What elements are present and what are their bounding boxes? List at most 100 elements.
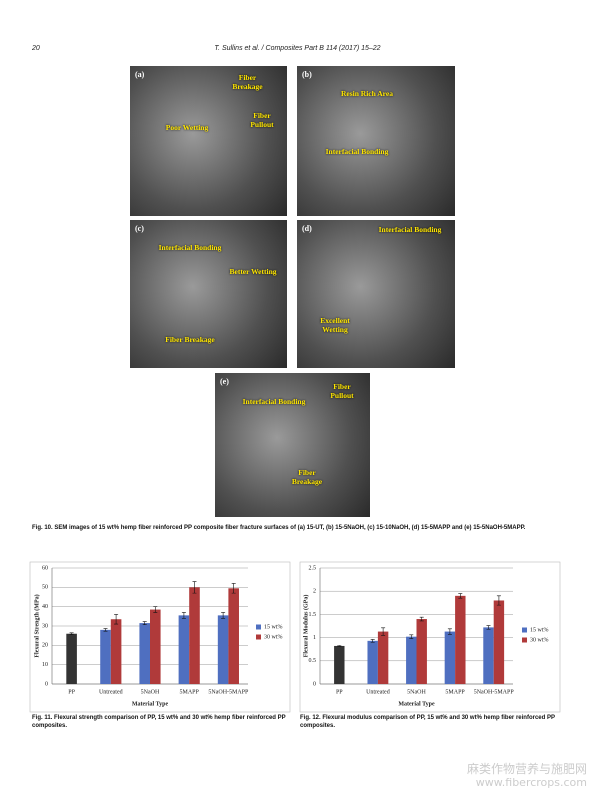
bar <box>483 627 494 684</box>
x-tick-label: 5MAPP <box>180 689 200 695</box>
figure-caption: Fig. 10. SEM images of 15 wt% hemp fiber… <box>32 525 526 531</box>
legend-swatch <box>522 627 527 633</box>
y-tick-label: 40 <box>42 604 48 610</box>
sem-image: (a) Fiber Breakage Fiber Pullout Poor Wetti… <box>130 66 287 216</box>
annotation: Excellent Wetting <box>320 316 350 334</box>
y-tick-label: 20 <box>42 643 48 649</box>
error-bar <box>447 628 452 635</box>
annotation: Interfacial Bonding <box>325 147 389 156</box>
legend-label: 15 wt% <box>264 624 283 630</box>
y-tick-label: 50 <box>42 585 48 591</box>
error-bar <box>409 634 414 639</box>
bar <box>493 600 505 684</box>
page-number: 20 <box>32 45 40 52</box>
y-tick-label: 0 <box>45 681 48 687</box>
panel-label: (e) <box>220 377 229 386</box>
panel-label: (d) <box>302 224 312 233</box>
x-tick-label: 5NaOH <box>407 689 426 695</box>
bar <box>444 631 456 684</box>
error-bar <box>458 593 463 599</box>
y-tick-label: 1 <box>313 635 316 641</box>
bar <box>455 595 466 684</box>
bar <box>377 631 389 684</box>
error-bar <box>142 621 147 625</box>
error-bar <box>221 612 226 619</box>
error-bar <box>486 625 491 630</box>
watermark: 麻类作物营养与施肥网 <box>466 762 587 776</box>
x-tick-label: PP <box>68 689 75 695</box>
legend-label: 30 wt% <box>264 634 283 640</box>
running-title: T. Sullins et al. / Composites Part B 11… <box>214 45 381 52</box>
x-tick-label: 5MAPP <box>445 689 465 695</box>
y-tick-label: 30 <box>42 623 48 629</box>
legend-swatch <box>522 637 527 643</box>
annotation: Fiber Pullout <box>250 111 274 129</box>
y-tick-label: 1.5 <box>309 612 317 618</box>
error-bar <box>181 612 186 619</box>
x-tick-label: PP <box>336 689 343 695</box>
error-bar <box>381 627 386 636</box>
bar <box>110 619 122 684</box>
sem-image: (e) Fiber Pullout Interfacial Bonding Fiber… <box>215 373 370 517</box>
y-axis-title: Flexural Strength (MPa) <box>33 594 40 657</box>
y-axis-title: Flexural Modulus (GPa) <box>302 595 309 658</box>
sem-image: (c) Interfacial Bonding Better Wetting Fibe… <box>130 220 287 368</box>
y-tick-label: 2.5 <box>309 565 317 571</box>
error-bar <box>419 616 424 622</box>
x-tick-label: 5NaOH-5MAPP <box>474 689 515 695</box>
annotation: Fiber Breakage <box>291 468 323 486</box>
panel-label: (a) <box>135 70 145 79</box>
bar <box>189 587 200 684</box>
annotation: Fiber Breakage <box>232 73 263 91</box>
x-axis-title: Material Type <box>398 701 435 707</box>
panel-label: (b) <box>302 70 312 79</box>
bar <box>150 609 161 684</box>
error-bar <box>370 639 375 643</box>
figure-caption: Fig. 12. Flexural modulus comparison of … <box>300 715 555 730</box>
bar <box>100 629 111 684</box>
y-tick-label: 10 <box>42 662 48 668</box>
x-tick-label: 5NaOH-5MAPP <box>208 689 249 695</box>
bar <box>416 619 427 684</box>
y-tick-label: 2 <box>313 589 316 595</box>
annotation: Poor Wetting <box>165 123 209 132</box>
error-bar <box>69 632 74 635</box>
sem-image: (d) Interfacial Bonding Excellent Wetting <box>297 220 455 368</box>
bar <box>217 615 229 684</box>
x-axis-title: Material Type <box>132 701 169 707</box>
annotation: Fiber Breakage <box>165 335 215 344</box>
chart-frame <box>299 561 561 713</box>
legend-label: 15 wt% <box>530 627 549 633</box>
x-tick-label: Untreated <box>366 689 390 695</box>
error-bar <box>337 645 342 647</box>
bar <box>228 588 239 684</box>
bar <box>178 615 190 684</box>
bar <box>406 636 417 684</box>
chart-frame <box>29 561 291 713</box>
annotation: Interfacial Bonding <box>242 397 306 406</box>
x-tick-label: 5NaOH <box>141 689 160 695</box>
error-bar <box>103 628 108 632</box>
legend-label: 30 wt% <box>530 637 549 643</box>
figure-caption: Fig. 11. Flexural strength comparison of… <box>32 715 286 730</box>
error-bar <box>192 581 197 594</box>
bar <box>66 633 77 684</box>
bar <box>139 623 150 684</box>
annotation: Resin Rich Area <box>341 89 393 98</box>
error-bar <box>496 595 501 606</box>
watermark: www.fibercrops.com <box>475 776 587 789</box>
annotation: Interfacial Bonding <box>378 225 442 234</box>
legend-swatch <box>256 624 261 630</box>
sem-image: (b) Resin Rich Area Interfacial Bonding <box>297 66 455 216</box>
annotation: Interfacial Bonding <box>158 243 222 252</box>
legend-swatch <box>256 634 261 640</box>
error-bar <box>153 606 158 613</box>
y-tick-label: 0 <box>313 681 316 687</box>
annotation: Better Wetting <box>229 267 277 276</box>
x-tick-label: Untreated <box>99 689 123 695</box>
bar <box>334 645 345 684</box>
y-tick-label: 0.5 <box>309 658 317 664</box>
y-tick-label: 60 <box>42 565 48 571</box>
